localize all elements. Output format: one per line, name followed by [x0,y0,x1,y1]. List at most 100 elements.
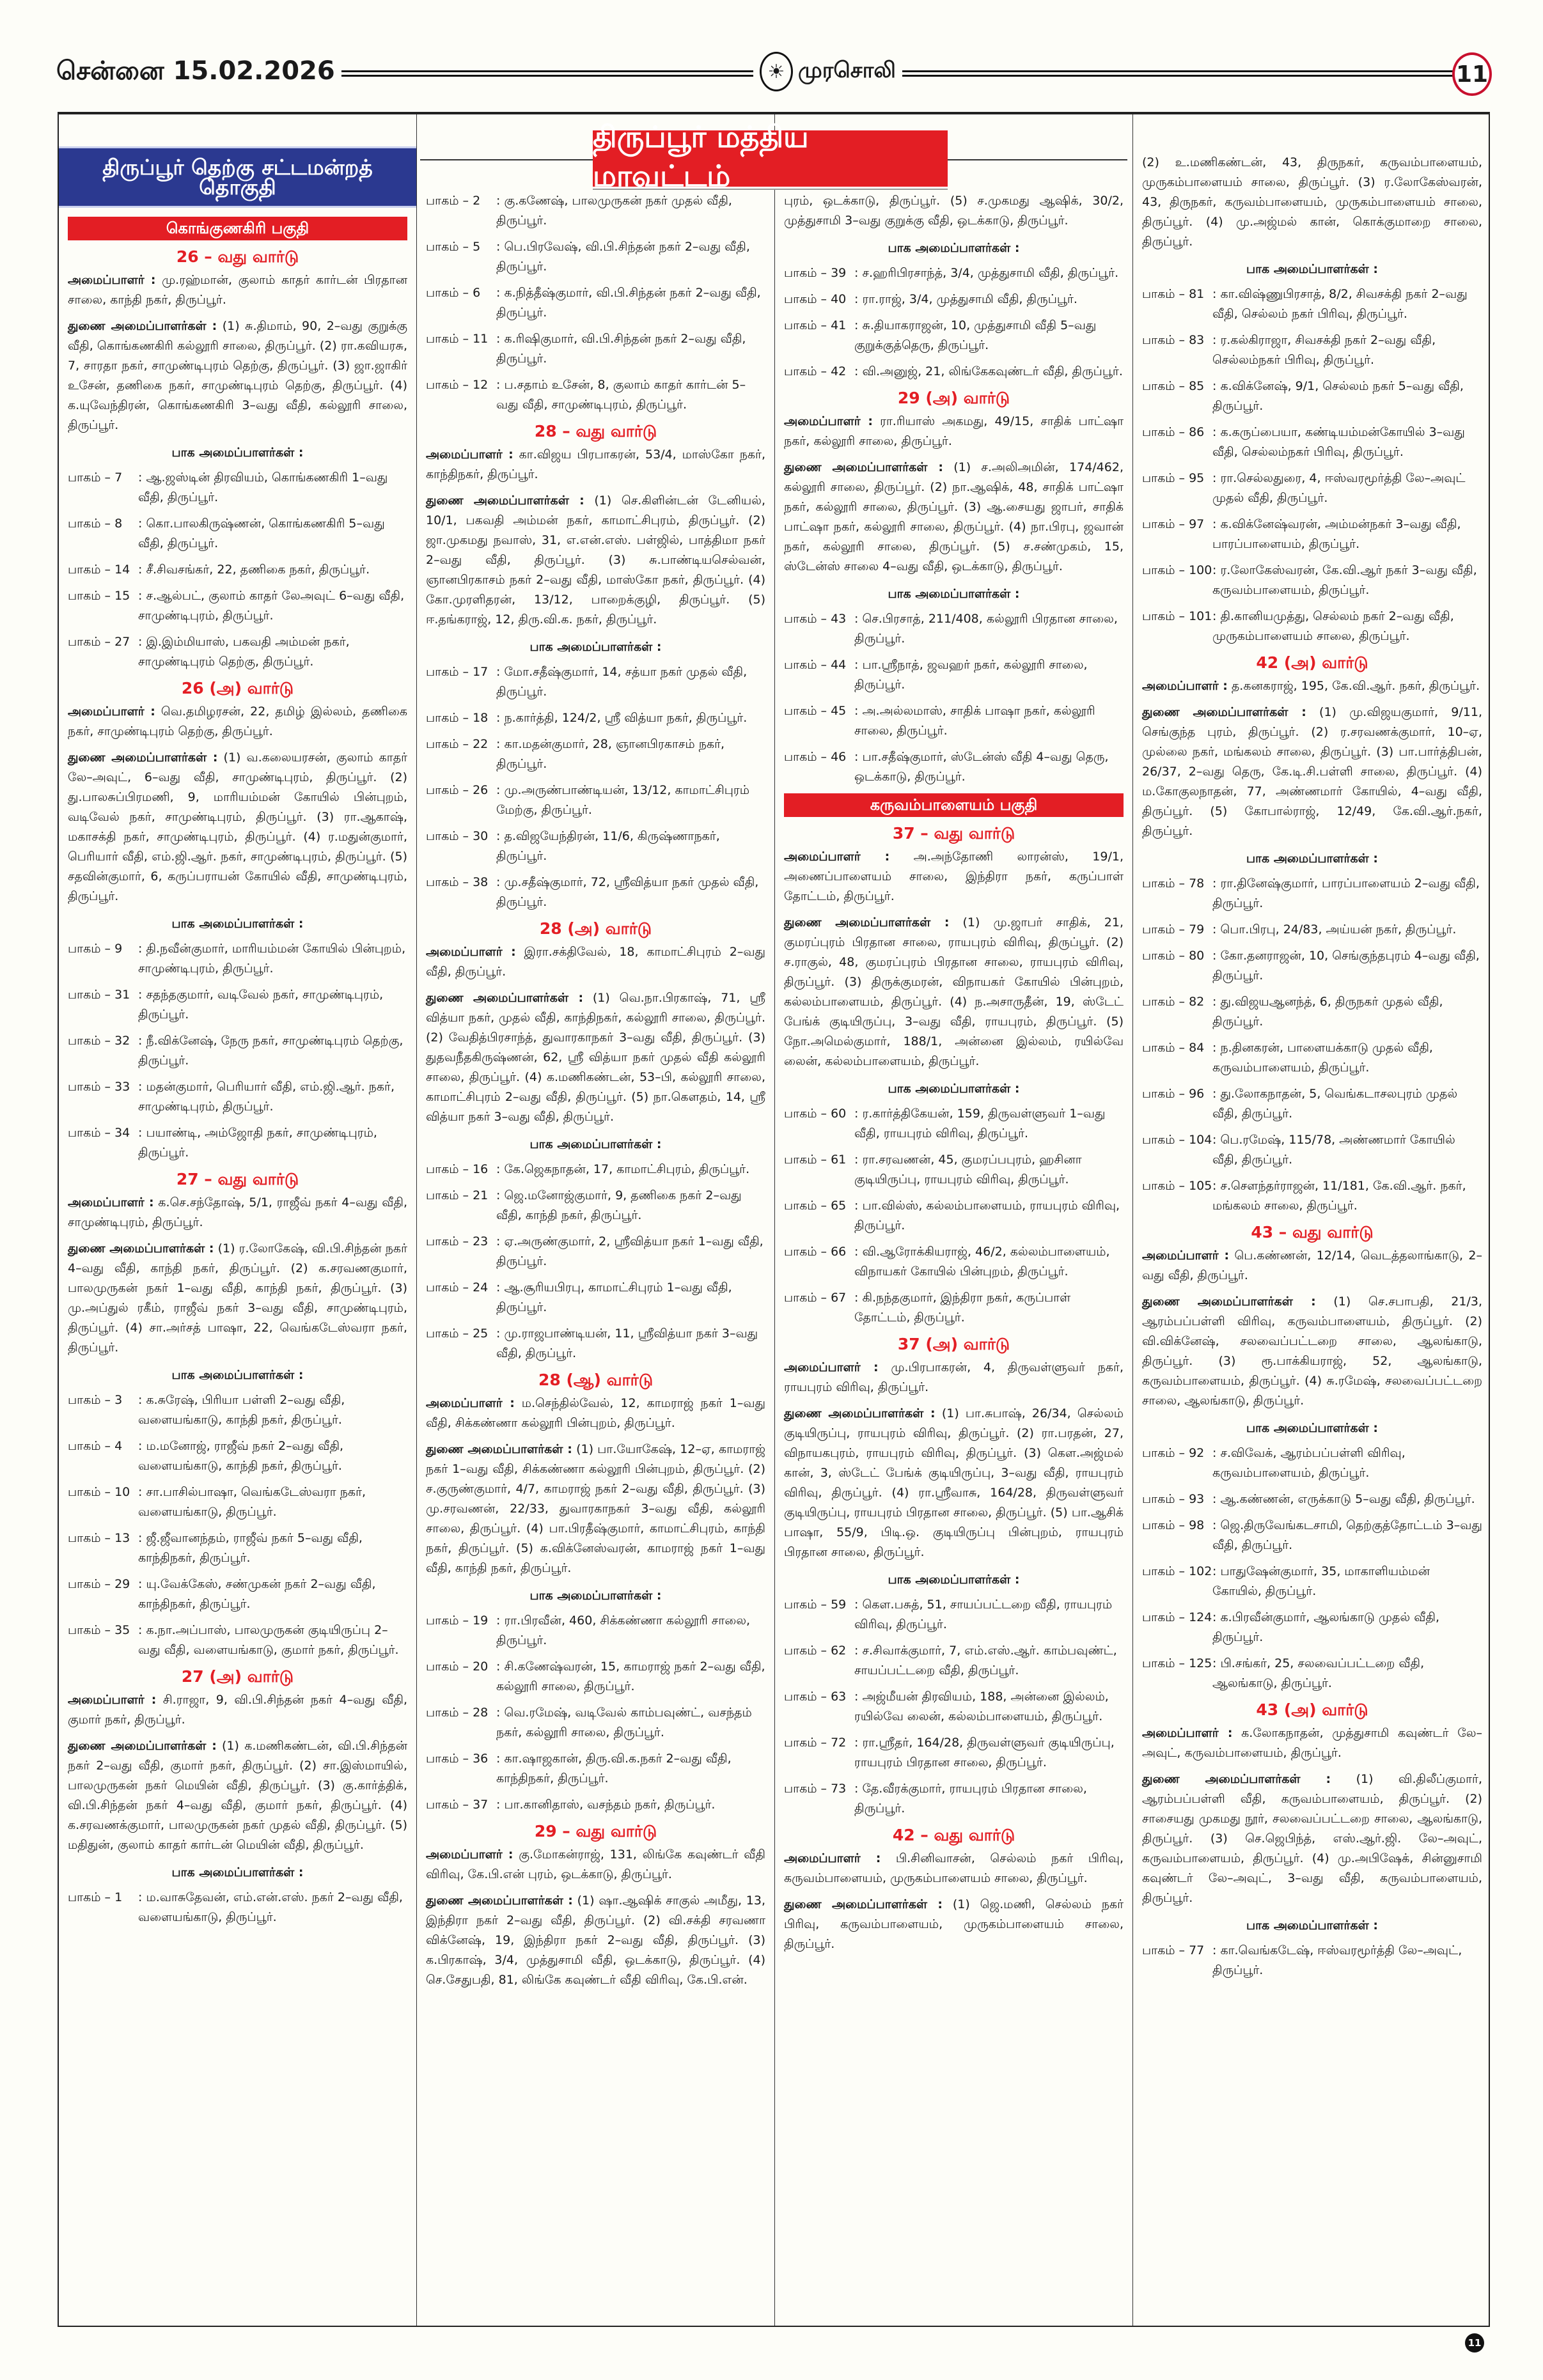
booth-number: பாகம் – 33 [68,1080,130,1094]
organiser-details: பி.சினிவாசன், செல்லம் நகர் பிரிவு, கருவம… [784,1851,1124,1885]
booth-entry: பாகம் – 82: து.விஜயஆனந்த், 6, திருநகர் ம… [1142,992,1482,1032]
booth-number: பாகம் – 27 [68,635,130,649]
booth-entry: பாகம் – 6: க.நித்தீஷ்குமார், வி.பி.சிந்த… [426,283,765,323]
booth-number: பாகம் – 42 [784,364,847,378]
booth-organiser: : ரா.பிரவீன், 460, சிக்கண்ணா கல்லூரி சால… [496,1614,751,1647]
booth-organisers-heading: பாக அமைப்பாளர்கள் : [888,587,1020,601]
booth-organiser: : மு.சதீஷ்குமார், 72, ஸ்ரீவித்யா நகர் மு… [496,875,759,909]
role-label: அமைப்பாளர் : [1142,1248,1230,1263]
booth-number: பாகம் – 45 [784,704,847,718]
role-label: துணை அமைப்பாளர்கள் : [784,460,943,474]
booth-entry: பாகம் – 41: சு.தியாகராஜன், 10, முத்துசாம… [784,316,1124,355]
booth-organisers-heading: பாக அமைப்பாளர்கள் : [529,1137,662,1151]
organiser-paragraph: துணை அமைப்பாளர்கள் : (1) க.மணிகண்டன், வி… [68,1736,407,1855]
organiser-paragraph: துணை அமைப்பாளர்கள் : (1) ஜெ.மணி, செல்லம்… [784,1895,1124,1954]
organiser-paragraph: துணை அமைப்பாளர்கள் : (1) ஷா.ஆஷிக் சாகுல்… [426,1891,765,1990]
booth-organisers-heading: பாக அமைப்பாளர்கள் : [888,1082,1020,1096]
booth-entry: பாகம் – 73: தே.வீரக்குமார், ராயபுரம் பிர… [784,1779,1124,1819]
organiser-details: மு.பிரபாகரன், 4, திருவள்ளுவர் நகர், ராயப… [784,1360,1124,1394]
booth-organiser: : பொ.பிரபு, 24/83, அய்யன் நகர், திருப்பூ… [1212,922,1457,937]
booth-organiser: : ரா.சரவணன், 45, குமரப்பபுரம், ஹசினா குட… [854,1153,1082,1186]
booth-entry: பாகம் – 97: க.விக்னேஷ்வரன், அம்மன்நகர் 3… [1142,515,1482,554]
booth-entry: பாகம் – 80: கோ.தனராஜன், 10, செங்குந்தபுர… [1142,946,1482,986]
booth-number: பாகம் – 62 [784,1644,847,1658]
booth-entry: பாகம் – 60: ர.கார்த்திகேயன், 159, திருவள… [784,1104,1124,1144]
role-label: துணை அமைப்பாளர்கள் : [426,1894,573,1908]
ward-heading: 37 – வது வார்டு [892,824,1015,843]
booth-entry: பாகம் – 45: அ.அல்லமாஸ், சாதிக் பாஷா நகர்… [784,701,1124,741]
ward-heading: 28 (ஆ) வார்டு [538,1371,654,1389]
organiser-paragraph: அமைப்பாளர் : வெ.தமிழரசன், 22, தமிழ் இல்ல… [68,702,407,742]
role-label: அமைப்பாளர் : [426,447,513,462]
organiser-paragraph: அமைப்பாளர் : க.லோகநாதன், முத்துசாமி கவுண… [1142,1723,1482,1763]
booth-organiser: : ர.லோகேஸ்வரன், கே.வி.ஆர் நகர் 3–வது வீத… [1212,563,1477,597]
organiser-paragraph: அமைப்பாளர் : க.செ.சந்தோஷ், 5/1, ராஜீவ் ந… [68,1193,407,1233]
role-label: அமைப்பாளர் : [68,1693,157,1707]
booth-entry: பாகம் – 14: சீ.சிவசங்கர், 22, தணிகை நகர்… [68,560,407,580]
booth-entry: பாகம் – 59: கௌ.பசுத், 51, சாயப்பட்டறை வீ… [784,1595,1124,1635]
booth-number: பாகம் – 26 [426,783,489,797]
booth-entry: பாகம் – 44: பா.ஸ்ரீநாத், ஜவஹர் நகர், கல்… [784,655,1124,695]
booth-organiser: : அஜ்மீயன் திரவியம், 188, அன்னை இல்லம், … [854,1690,1109,1723]
booth-organiser: : சா.பாசில்பாஷா, வெங்கடேஸ்வரா நகர், வளைய… [138,1485,366,1519]
booth-organiser: : ச.ஆல்பட், குலாம் காதர் லேஅவுட் 6–வது வ… [138,589,405,623]
booth-entry: பாகம் – 79: பொ.பிரபு, 24/83, அய்யன் நகர்… [1142,920,1482,940]
organiser-paragraph: துணை அமைப்பாளர்கள் : (1) மு.ஜாபர் சாதிக்… [784,913,1124,1071]
booth-entry: பாகம் – 7: ஆ.ஜஸ்டின் திரவியம், கொங்கணகிர… [68,468,407,508]
organiser-details: (1) செ.கிளின்டன் டேனியல், 10/1, பகவதி அம… [426,494,765,626]
organiser-details: (1) பா.சுபாஷ், 26/34, செல்லம் குடியிருப்… [784,1406,1124,1559]
role-label: துணை அமைப்பாளர்கள் : [1142,1295,1316,1309]
booth-organiser: : கௌ.பசுத், 51, சாயப்பட்டறை வீதி, ராயபுர… [854,1598,1113,1631]
booth-number: பாகம் – 35 [68,1623,130,1637]
booth-organiser: : ஜீ.ஜீவானந்தம், ராஜீவ் நகர் 5–வது வீதி,… [138,1531,363,1565]
booth-organiser: : கோ.தனராஜன், 10, செங்குந்தபுரம் 4–வது வ… [1212,949,1480,983]
organiser-paragraph: அமைப்பாளர் : கா.விஜய பிரபாகரன், 53/4, மா… [426,445,765,485]
booth-number: பாகம் – 77 [1142,1943,1205,1957]
role-label: அமைப்பாளர் : [784,1851,881,1865]
role-label: துணை அமைப்பாளர்கள் : [426,494,584,508]
booth-entry: பாகம் – 101: தி.கானியமுத்து, செல்லம் நகர… [1142,607,1482,646]
booth-organisers-heading: பாக அமைப்பாளர்கள் : [888,1573,1020,1587]
booth-entry: பாகம் – 25: மு.ராஜபாண்டியன், 11, ஸ்ரீவித… [426,1324,765,1364]
booth-number: பாகம் – 84 [1142,1041,1205,1055]
booth-entry: பாகம் – 31: சதந்தகுமார், வடிவேல் நகர், ச… [68,985,407,1025]
issue-date: சென்னை 15.02.2026 [56,56,341,89]
booth-number: பாகம் – 36 [426,1752,489,1766]
ward-heading: 43 – வது வார்டு [1251,1223,1374,1241]
booth-number: பாகம் – 92 [1142,1446,1205,1460]
role-label: துணை அமைப்பாளர்கள் : [68,319,217,333]
booth-number: பாகம் – 39 [784,266,847,280]
ward-heading: 37 (அ) வார்டு [897,1335,1010,1353]
organiser-paragraph: துணை அமைப்பாளர்கள் : (1) வ.கலையரசன், குல… [68,748,407,906]
booth-organiser: : ச.ஹரிபிரசாந்த், 3/4, முத்துசாமி வீதி, … [854,266,1119,280]
booth-entry: பாகம் – 9: தி.நவீன்குமார், மாரியம்மன் கோ… [68,939,407,979]
organiser-details: த.கனகராஜ், 195, கே.வி.ஆர். நகர், திருப்ப… [1227,679,1480,693]
booth-organiser: : தி.கானியமுத்து, செல்லம் நகர் 2–வது வீத… [1212,609,1454,643]
ward-heading: 43 (அ) வார்டு [1256,1700,1368,1719]
booth-organiser: : து.விஜயஆனந்த், 6, திருநகர் முதல் வீதி,… [1212,995,1443,1029]
booth-entry: பாகம் – 125: பி.சங்கர், 25, சலவைப்பட்டறை… [1142,1654,1482,1693]
ward-heading: 26 – வது வார்டு [176,247,299,266]
booth-entry: பாகம் – 19: ரா.பிரவீன், 460, சிக்கண்ணா க… [426,1611,765,1651]
booth-organiser: : ம.வாசுதேவன், எம்.என்.எஸ். நகர் 2–வது வ… [138,1890,403,1924]
booth-number: பாகம் – 22 [426,737,489,751]
booth-organiser: : ர.கல்கிராஜா, சிவசக்தி நகர் 2–வது வீதி,… [1212,333,1436,367]
organiser-details: கு.மோகன்ராஜ், 131, லிங்கே கவுண்டர் வீதி … [426,1847,765,1881]
organiser-details: (1) செ.சபாபதி, 21/3, ஆரம்பப்பள்ளி விரிவு… [1142,1295,1482,1408]
booth-number: பாகம் – 85 [1142,379,1205,393]
booth-entry: பாகம் – 40: ரா.ராஜ், 3/4, முத்துசாமி வீத… [784,290,1124,309]
booth-organiser: : ரா.ராஜ், 3/4, முத்துசாமி வீதி, திருப்ப… [854,292,1077,306]
column-3: புரம், ஒடக்காடு, திருப்பூர். (5) ச.முகமத… [775,114,1133,2326]
booth-entry: பாகம் – 98: ஜெ.திருவேங்கடசாமி, தெற்குத்த… [1142,1516,1482,1555]
role-label: அமைப்பாளர் : [784,414,873,428]
ward-heading: 26 (அ) வார்டு [181,679,294,697]
booth-organiser: : யு.வேக்கேஸ், சண்முகன் நகர் 2–வது வீதி,… [138,1577,376,1611]
booth-number: பாகம் – 16 [426,1162,489,1176]
organiser-paragraph: புரம், ஒடக்காடு, திருப்பூர். (5) ச.முகமத… [784,191,1124,231]
booth-number: பாகம் – 67 [784,1291,847,1305]
booth-entry: பாகம் – 102: பாதுஷேன்குமார், 35, மாகாளிய… [1142,1562,1482,1601]
rising-sun-emblem-icon: ☀ [760,52,793,91]
newspaper-name: முரசொலி [798,58,896,83]
organiser-paragraph: (2) உ.மணிகண்டன், 43, திருநகர், கருவம்பாள… [1142,153,1482,252]
organiser-paragraph: அமைப்பாளர் : இரா.சக்திவேல், 18, காமாட்சி… [426,942,765,982]
